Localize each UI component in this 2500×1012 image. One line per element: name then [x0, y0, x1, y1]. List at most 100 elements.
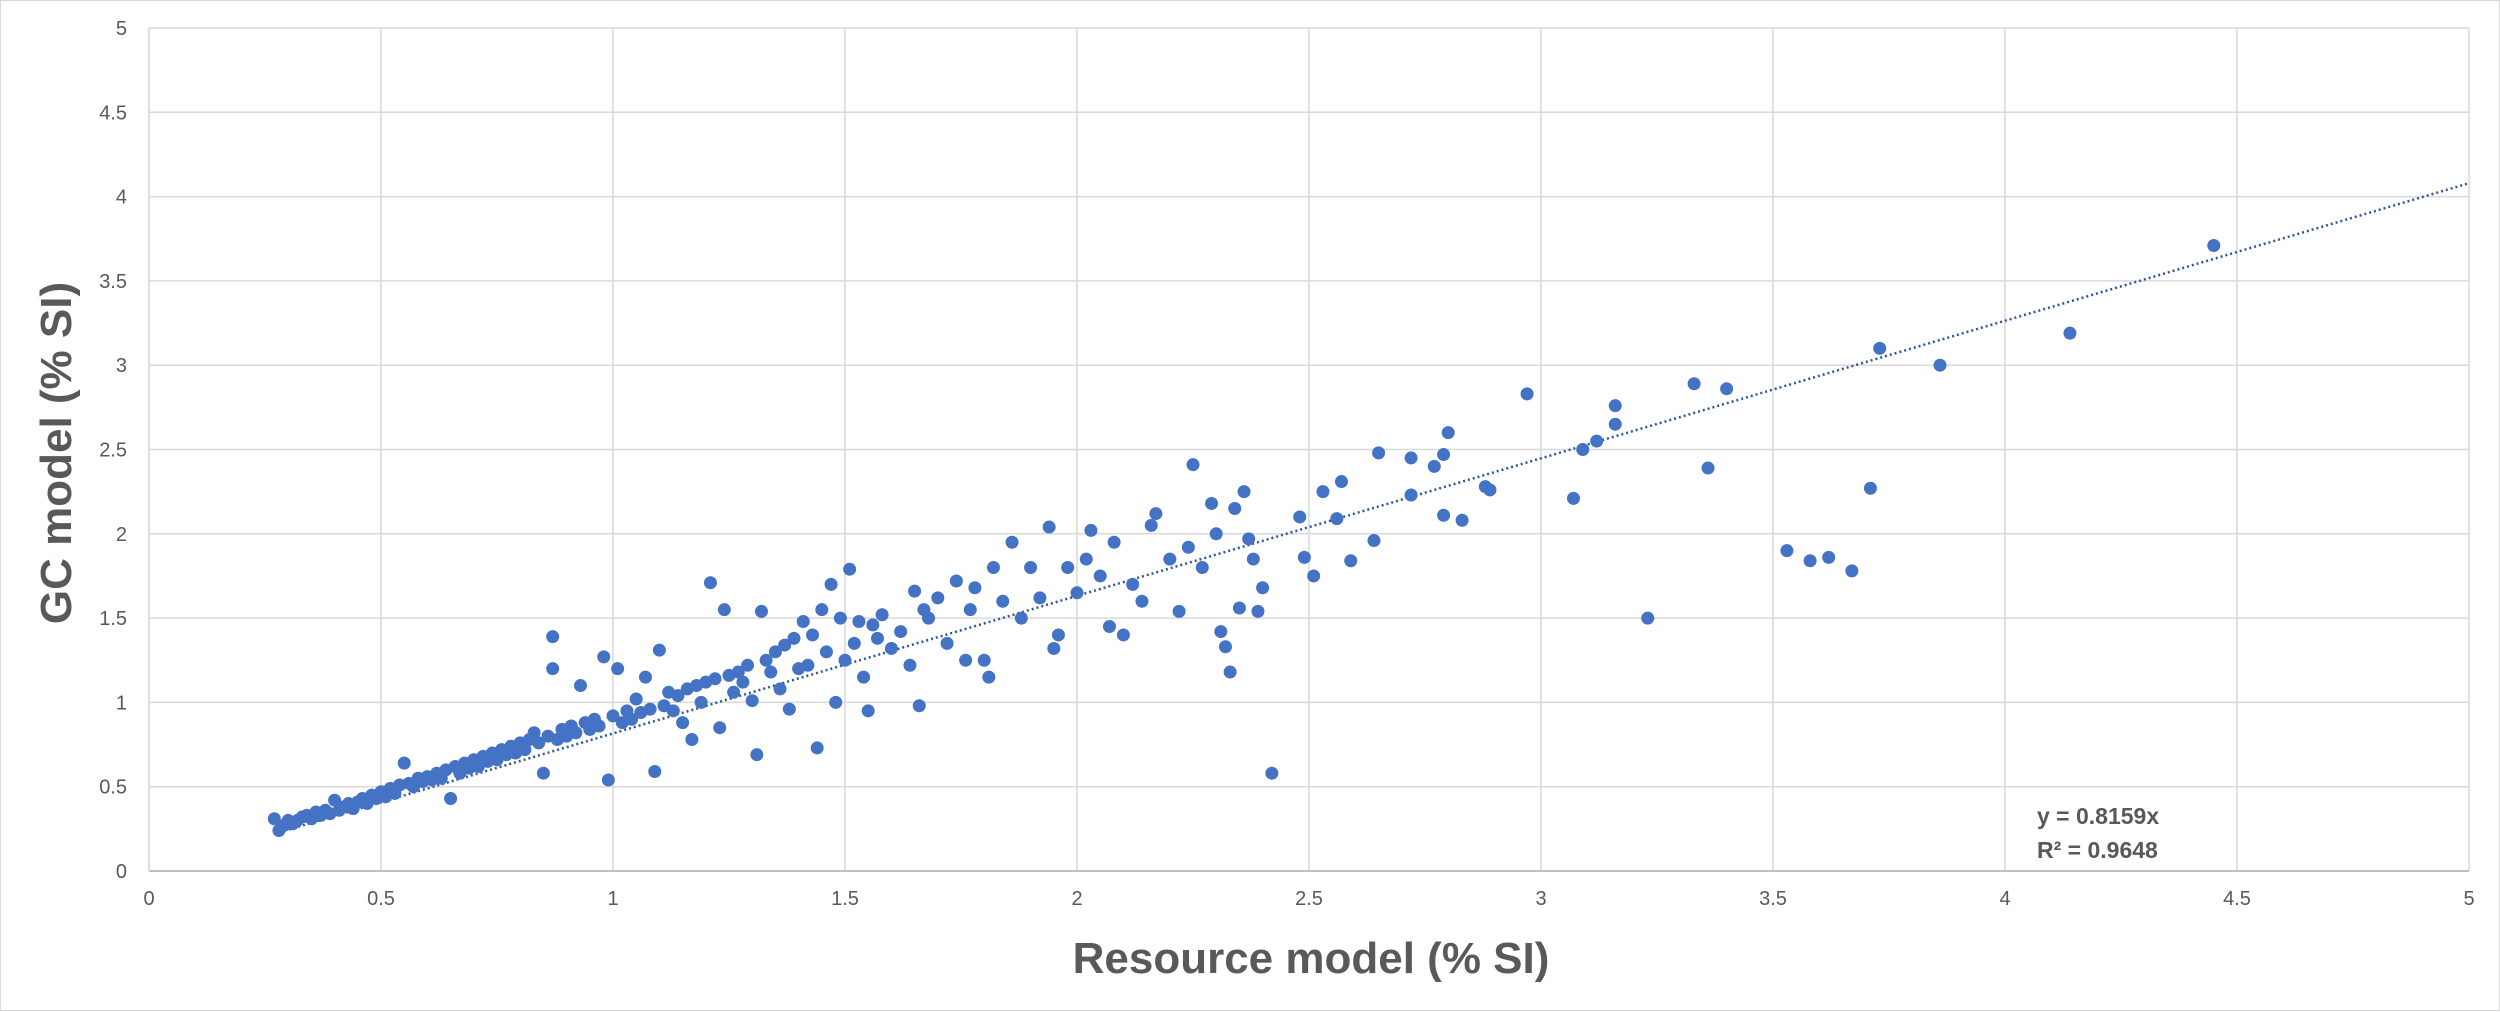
data-point	[703, 576, 717, 590]
data-point	[1033, 591, 1047, 605]
data-point	[963, 603, 977, 617]
data-point	[959, 653, 973, 667]
data-point	[847, 636, 861, 650]
data-point	[870, 631, 884, 645]
data-point	[1218, 640, 1232, 654]
data-point	[1701, 461, 1715, 475]
data-point	[532, 736, 546, 750]
data-point	[592, 719, 606, 733]
data-point	[949, 574, 963, 588]
data-point	[1863, 481, 1877, 495]
data-point	[713, 721, 727, 735]
data-point	[1228, 502, 1242, 516]
y-tick-label: 4.5	[99, 102, 127, 124]
data-point	[652, 643, 666, 657]
data-point	[1093, 569, 1107, 583]
data-point	[940, 636, 954, 650]
x-tick-label: 3	[1535, 888, 1546, 910]
data-point	[666, 704, 680, 718]
data-point	[1149, 507, 1163, 521]
data-point	[894, 625, 908, 639]
data-point	[764, 665, 778, 679]
y-tick-label: 1.5	[99, 608, 127, 630]
x-tick-label: 3.5	[1759, 888, 1787, 910]
x-tick-label: 2.5	[1295, 888, 1323, 910]
gridlines	[148, 27, 2470, 872]
data-point	[982, 670, 996, 684]
data-point	[1256, 581, 1270, 595]
x-tick-label: 1.5	[831, 888, 859, 910]
data-point	[625, 712, 639, 726]
data-point	[1873, 341, 1887, 355]
data-point	[908, 584, 922, 598]
data-point	[857, 670, 871, 684]
data-point	[1116, 628, 1130, 642]
data-point	[778, 638, 792, 652]
data-point	[328, 793, 342, 807]
data-point	[685, 732, 699, 746]
data-point	[546, 630, 560, 644]
data-point	[1051, 628, 1065, 642]
data-point	[397, 756, 411, 770]
data-point	[1135, 594, 1149, 608]
data-point	[810, 741, 824, 755]
data-point	[2207, 238, 2221, 252]
data-point	[736, 675, 750, 689]
data-point	[1163, 552, 1177, 566]
data-point	[643, 702, 657, 716]
data-point	[1845, 564, 1859, 578]
data-point	[597, 650, 611, 664]
data-point	[694, 695, 708, 709]
data-point	[1195, 561, 1209, 575]
data-point	[518, 743, 532, 757]
data-point	[1404, 488, 1418, 502]
data-point	[1186, 458, 1200, 472]
data-point	[773, 682, 787, 696]
data-point	[1061, 561, 1075, 575]
data-point	[1344, 554, 1358, 568]
data-point	[1205, 496, 1219, 510]
data-point	[444, 792, 458, 806]
data-point	[796, 614, 810, 628]
data-point	[1720, 382, 1734, 396]
trendline-equation: y = 0.8159x	[2037, 803, 2159, 829]
data-points	[267, 238, 2221, 838]
trendline-line	[273, 181, 2470, 836]
data-point	[1404, 451, 1418, 465]
data-point	[1214, 625, 1228, 639]
data-point	[1455, 513, 1469, 527]
data-point	[1608, 417, 1622, 431]
x-tick-label: 4	[1999, 888, 2010, 910]
data-point	[1427, 459, 1441, 473]
data-point	[903, 658, 917, 672]
data-point	[1181, 540, 1195, 554]
data-point	[843, 562, 857, 576]
data-point	[922, 611, 936, 625]
data-point	[1590, 434, 1604, 448]
data-point	[787, 631, 801, 645]
data-point	[2063, 326, 2077, 340]
data-point	[1232, 601, 1246, 615]
data-point	[638, 670, 652, 684]
data-point	[1223, 665, 1237, 679]
data-point	[1316, 485, 1330, 499]
x-axis-title: Resource model (% SI)	[1073, 934, 1550, 983]
data-point	[1107, 535, 1121, 549]
data-point	[801, 658, 815, 672]
data-point	[1576, 443, 1590, 456]
data-point	[815, 603, 829, 617]
r-squared-label: R² = 0.9648	[2037, 837, 2158, 863]
data-point	[829, 695, 843, 709]
data-point	[717, 603, 731, 617]
data-point	[1070, 586, 1084, 600]
data-point	[1047, 641, 1061, 655]
data-point	[745, 694, 759, 708]
data-point	[768, 645, 782, 659]
data-point	[629, 692, 643, 706]
data-point	[1297, 550, 1311, 564]
data-point	[1005, 535, 1019, 549]
data-point	[806, 628, 820, 642]
data-point	[1608, 399, 1622, 413]
data-point	[1265, 766, 1279, 780]
data-point	[546, 662, 560, 676]
